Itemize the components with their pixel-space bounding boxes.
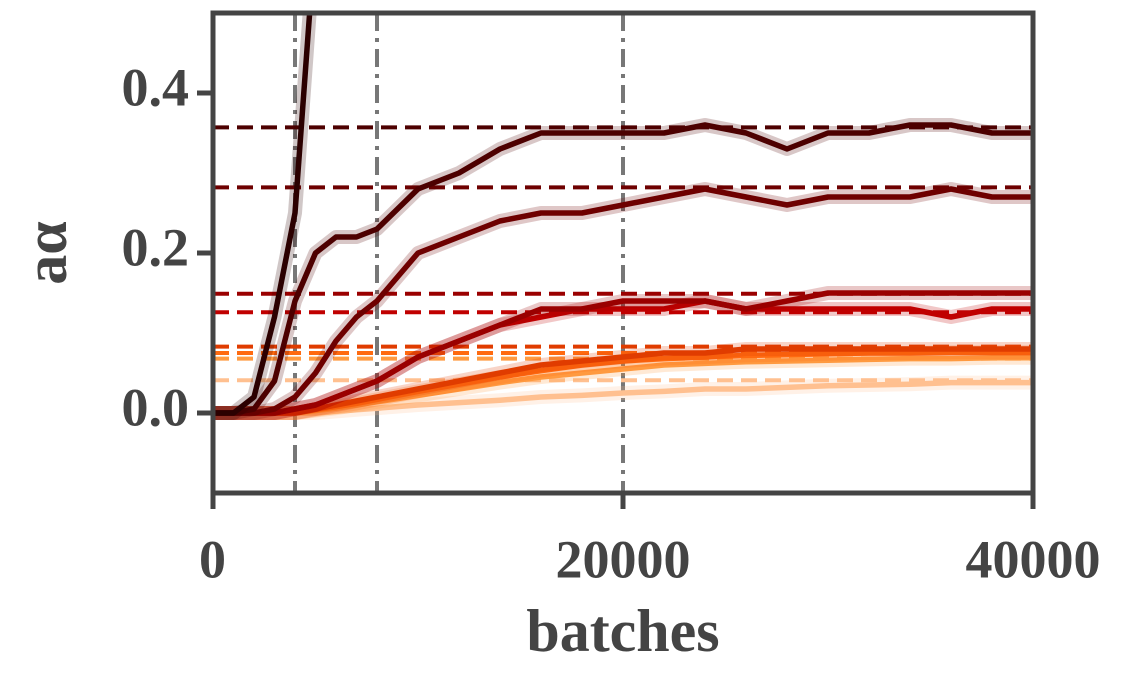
series-line (213, 186, 1033, 416)
y-tick-label: 0.0 (122, 377, 190, 437)
series-line (213, 290, 1033, 416)
series-line (213, 122, 1033, 416)
x-tick-label: 20000 (556, 529, 691, 589)
x-tick-label: 0 (199, 529, 226, 589)
x-tick-label: 40000 (966, 529, 1101, 589)
series-line (213, 346, 1033, 416)
y-axis-label: aα (13, 221, 79, 285)
plot-area (213, 13, 1033, 493)
y-tick-label: 0.4 (122, 57, 190, 117)
series-line (213, 13, 313, 416)
y-tick-label: 0.2 (122, 217, 190, 277)
x-axis-label: batches (526, 598, 719, 664)
